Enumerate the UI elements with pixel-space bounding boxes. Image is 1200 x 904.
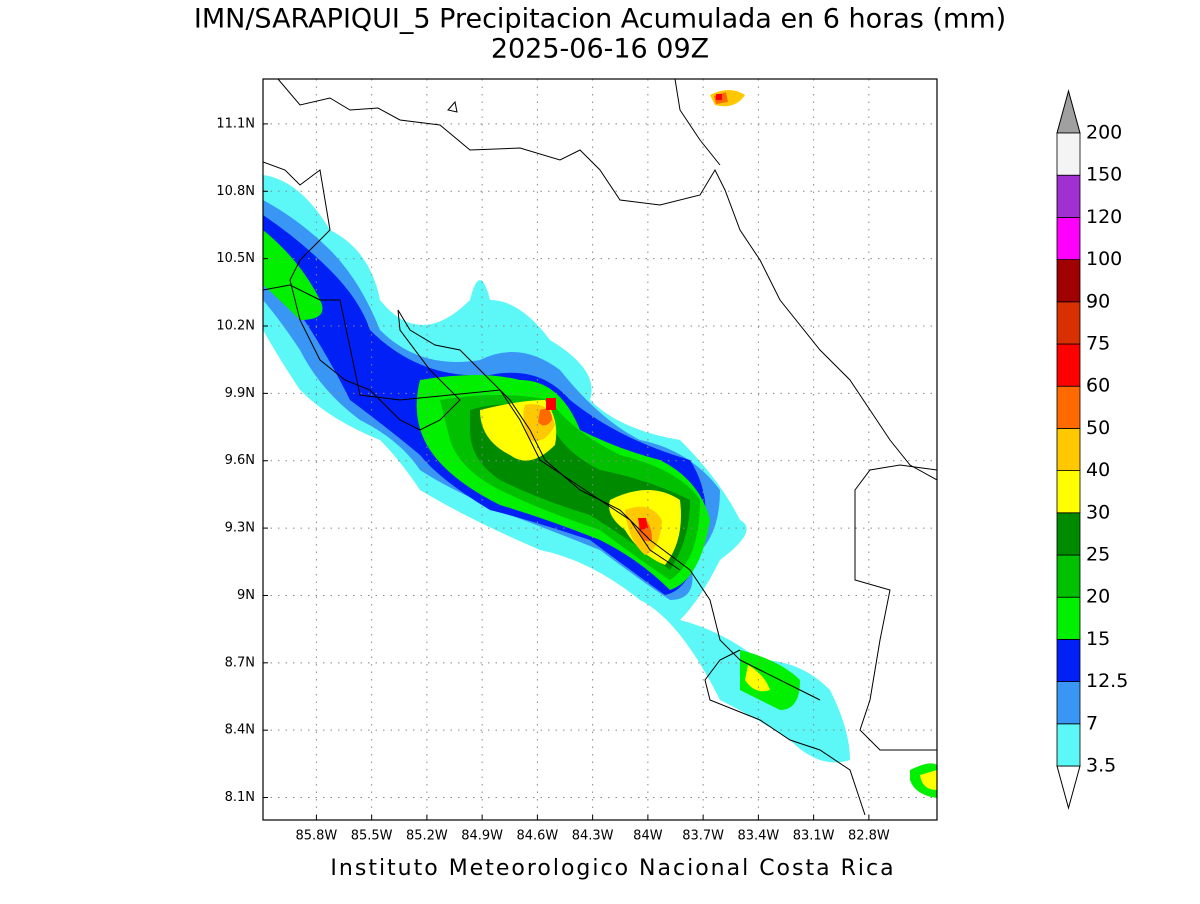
y-tick-label: 10.5N (216, 251, 255, 266)
y-tick-label: 10.8N (216, 184, 255, 199)
x-tick-label: 82.8W (848, 829, 890, 844)
colorbar-bin (1056, 259, 1081, 303)
coastline (447, 100, 458, 113)
y-tick-label: 8.4N (225, 723, 255, 738)
precip-contour (480, 400, 937, 790)
colorbar-label: 75 (1086, 333, 1110, 355)
colorbar-bin (1056, 385, 1081, 429)
y-tick-label: 8.7N (225, 655, 255, 670)
x-tick-label: 85.5W (351, 829, 393, 844)
y-tick-label: 8.1N (225, 790, 255, 805)
colorbar-bin (1056, 596, 1081, 640)
x-tick-label: 84.9W (461, 829, 503, 844)
y-tick-label: 11.1N (216, 116, 255, 131)
colorbar-label: 150 (1086, 164, 1122, 186)
coastline (277, 79, 937, 481)
colorbar: 3.5 7 12.5 15 20 25 30 40 50 60 75 90 100 120 150 200 (1056, 89, 1128, 810)
colorbar-label: 40 (1086, 459, 1110, 481)
border (263, 284, 681, 571)
colorbar-bin (1056, 427, 1081, 471)
y-tick-label: 9.9N (225, 386, 255, 401)
colorbar-bin (1056, 301, 1081, 345)
colorbar-label: 60 (1086, 375, 1110, 397)
colorbar-label: 15 (1086, 628, 1110, 650)
x-tick-label: 84W (633, 829, 663, 844)
x-tick-label: 83.4W (737, 829, 779, 844)
map-title: IMN/SARAPIQUI_5 Precipitacion Acumulada … (194, 4, 1006, 35)
x-tick-label: 85.8W (295, 829, 337, 844)
x-tick-label: 85.2W (406, 829, 448, 844)
colorbar-label: 50 (1086, 417, 1110, 439)
colorbar-bin (1056, 723, 1081, 767)
colorbar-bin (1056, 470, 1081, 514)
coastline (704, 649, 866, 816)
grid: 85.8W 85.5W 85.2W 84.9W 84.6W 84.3W 84W 83.7W 83… (216, 79, 937, 844)
y-tick-label: 9.3N (225, 521, 255, 536)
coastline (263, 161, 821, 701)
colorbar-bin (1056, 639, 1081, 683)
colorbar-bin (1056, 554, 1081, 598)
precipitation-field (263, 90, 937, 798)
colorbar-label: 90 (1086, 290, 1110, 312)
coastlines (263, 79, 937, 816)
coastline (854, 464, 937, 751)
colorbar-label: 12.5 (1086, 670, 1128, 692)
colorbar-bin (1056, 132, 1081, 176)
colorbar-bin (1056, 343, 1081, 387)
x-tick-label: 83.7W (682, 829, 724, 844)
map-subtitle: 2025-06-16 09Z (491, 34, 709, 65)
colorbar-over (1056, 89, 1081, 134)
x-tick-label: 83.1W (793, 829, 835, 844)
y-tick-label: 9N (237, 588, 255, 603)
colorbar-label: 20 (1086, 586, 1110, 608)
footer: Instituto Meteorologico Nacional Costa R… (330, 856, 895, 881)
colorbar-label: 25 (1086, 544, 1110, 566)
colorbar-label: 7 (1086, 712, 1098, 734)
colorbar-label: 100 (1086, 248, 1122, 270)
colorbar-under (1056, 765, 1081, 810)
colorbar-bin (1056, 174, 1081, 218)
coastline (674, 79, 721, 166)
colorbar-label: 3.5 (1086, 755, 1116, 777)
x-tick-label: 84.3W (572, 829, 614, 844)
y-tick-label: 10.2N (216, 319, 255, 334)
x-tick-label: 84.6W (516, 829, 558, 844)
map-frame (262, 78, 938, 821)
colorbar-bin (1056, 681, 1081, 725)
y-tick-label: 9.6N (225, 453, 255, 468)
colorbar-bin (1056, 216, 1081, 260)
colorbar-label: 200 (1086, 122, 1122, 144)
colorbar-bin (1056, 512, 1081, 556)
colorbar-label: 120 (1086, 206, 1122, 228)
colorbar-label: 30 (1086, 501, 1110, 523)
